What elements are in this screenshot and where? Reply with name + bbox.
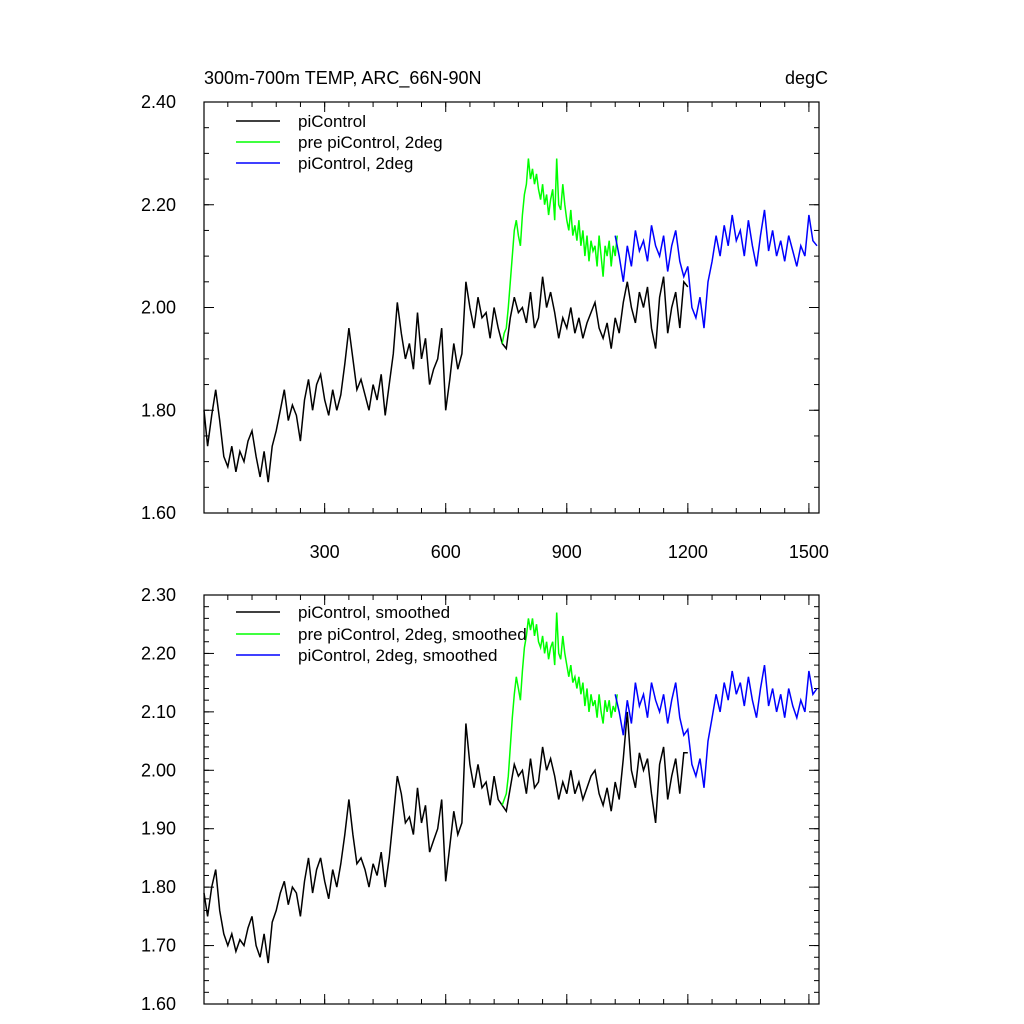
bottom-plot-frame: [203, 594, 820, 1005]
top-major-ticks: [204, 101, 819, 514]
bottom-major-ticks: [204, 594, 819, 1005]
top-ytick-label: 1.80: [141, 400, 176, 420]
bottom-ytick-label: 1.90: [141, 819, 176, 839]
series-line-picontrol-smoothed: [203, 711, 688, 964]
top-ytick-label: 1.60: [141, 503, 176, 523]
top-ytick-label: 2.00: [141, 298, 176, 318]
bottom-ytick-label: 2.30: [141, 585, 176, 605]
top-ytick-label: 2.40: [141, 92, 176, 112]
top-minor-ticks: [204, 101, 819, 514]
legend-label: piControl, 2deg, smoothed: [298, 646, 497, 665]
bottom-legend: piControl, smoothed pre piControl, 2deg,…: [236, 603, 527, 665]
top-xtick-label: 300: [310, 542, 340, 562]
series-line-picontrol: [203, 276, 689, 483]
bottom-ytick-label: 2.00: [141, 760, 176, 780]
top-plot-frame: [203, 101, 820, 514]
bottom-ytick-label: 1.70: [141, 936, 176, 956]
legend-label: pre piControl, 2deg: [298, 133, 443, 152]
top-legend: piControl pre piControl, 2deg piControl,…: [236, 112, 443, 173]
top-title: 300m-700m TEMP, ARC_66N-90N: [204, 68, 481, 89]
legend-label: piControl: [298, 112, 366, 131]
bottom-ytick-label: 2.20: [141, 643, 176, 663]
bottom-minor-ticks: [204, 594, 819, 1005]
series-line-pre-picontrol-2deg: [501, 158, 618, 344]
bottom-ytick-label: 2.10: [141, 702, 176, 722]
legend-label: pre piControl, 2deg, smoothed: [298, 625, 527, 644]
top-ytick-label: 2.20: [141, 195, 176, 215]
bottom-ytick-label: 1.60: [141, 994, 176, 1014]
series-line-pre-picontrol-2deg-smoothed: [501, 612, 618, 806]
legend-label: piControl, smoothed: [298, 603, 450, 622]
top-panel: 300m-700m TEMP, ARC_66N-90N degC 1.60 1.…: [141, 68, 829, 562]
legend-label: piControl, 2deg: [298, 154, 413, 173]
top-xtick-label: 1200: [668, 542, 708, 562]
bottom-ytick-label: 1.80: [141, 877, 176, 897]
top-xtick-label: 900: [552, 542, 582, 562]
top-xtick-label: 600: [431, 542, 461, 562]
series-line-picontrol-2deg: [614, 209, 818, 329]
bottom-panel: 1.60 1.70 1.80 1.90 2.00 2.10 2.20 2.30 …: [141, 585, 820, 1014]
top-units: degC: [785, 68, 828, 88]
series-line-picontrol-2deg-smoothed: [614, 664, 818, 788]
top-xtick-label: 1500: [789, 542, 829, 562]
